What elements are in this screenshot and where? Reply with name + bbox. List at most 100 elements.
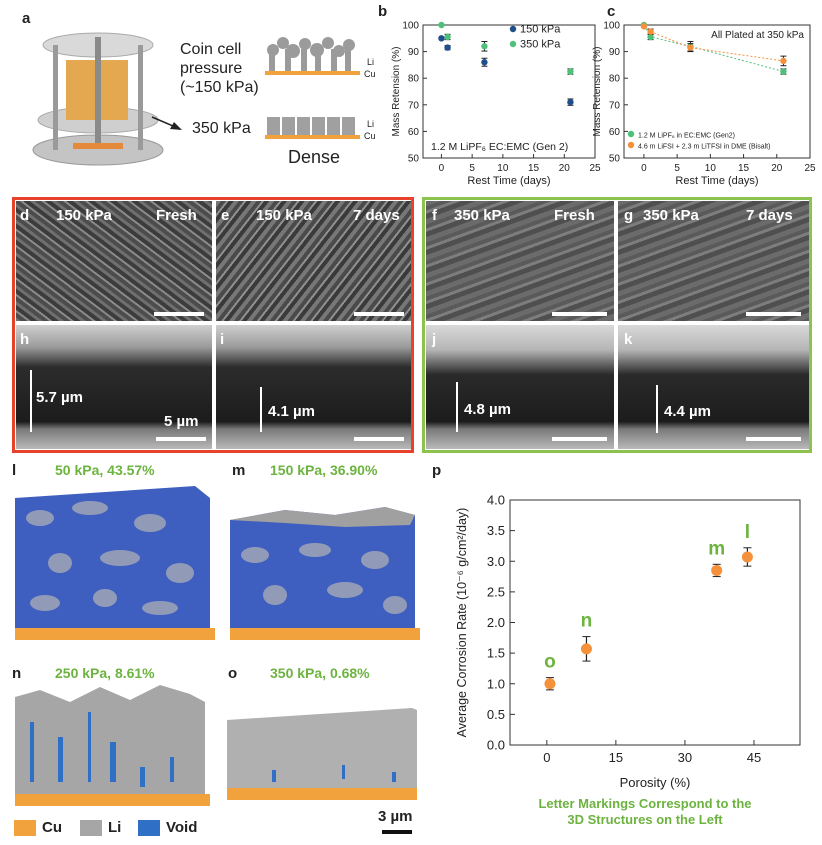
- scale-bar: [746, 312, 801, 316]
- caption-line-1: Letter Markings Correspond to the: [538, 796, 752, 811]
- panel-label-b: b: [378, 3, 388, 20]
- coin-cell-press-illustration: [32, 32, 164, 166]
- x-tick-label: 15: [528, 163, 540, 174]
- panel-label-m: m: [232, 462, 246, 479]
- y-tick-label: 4.0: [487, 493, 505, 508]
- panel-label-n: n: [12, 665, 22, 682]
- panel-label-c: c: [607, 3, 616, 20]
- legend-li-swatch: [80, 820, 102, 836]
- x-tick-label: 0: [439, 163, 445, 174]
- data-point: [580, 643, 592, 655]
- y-tick-label: 80: [609, 74, 621, 85]
- dense-li-illustration: [265, 117, 360, 139]
- panel-label-d: d: [20, 207, 30, 224]
- x-tick-label: 10: [497, 163, 509, 174]
- x-tick-label: 5: [469, 163, 475, 174]
- data-point: [687, 44, 694, 51]
- legend-void-swatch: [138, 820, 160, 836]
- y-axis-label: Mass Retension (%): [391, 46, 402, 136]
- y-tick-label: 2.0: [487, 615, 505, 630]
- point-letter-label: m: [708, 538, 725, 559]
- legend-marker: [509, 25, 517, 33]
- data-point: [481, 43, 488, 50]
- scale-bar: [154, 312, 204, 316]
- y-tick-label: 50: [609, 154, 621, 165]
- thickness-arrow: [456, 382, 458, 432]
- x-tick-label: 45: [747, 750, 761, 765]
- y-tick-label: 2.5: [487, 584, 505, 599]
- sem-f-time: Fresh: [554, 207, 595, 224]
- data-point: [544, 678, 556, 690]
- scale-bar: [552, 312, 607, 316]
- sem-h-scale-label: 5 µm: [164, 413, 199, 430]
- y-axis-label: Average Corrosion Rate (10⁻⁶ g/cm²/day): [455, 508, 469, 738]
- y-tick-label: 80: [408, 74, 420, 85]
- scale-bar: [354, 437, 404, 441]
- chart-title: All Plated at 350 kPa: [711, 30, 804, 41]
- data-point: [780, 57, 787, 65]
- sem-d: d 150 kPa Fresh: [16, 201, 212, 321]
- arrow-icon: [151, 116, 182, 130]
- data-point: [647, 33, 654, 41]
- point-letter-label: o: [544, 652, 556, 673]
- panel-label-j: j: [432, 331, 437, 348]
- sem-g-time: 7 days: [746, 207, 793, 224]
- pressure-350-label: 350 kPa: [192, 120, 251, 137]
- y-tick-label: 1.0: [487, 676, 505, 691]
- green-frame: [422, 197, 812, 453]
- data-point: [647, 28, 654, 35]
- x-axis-label: Porosity (%): [620, 775, 691, 790]
- li-label-top: Li: [367, 57, 375, 67]
- panel-label-p: p: [432, 462, 442, 479]
- cu-label-top: Cu: [364, 69, 376, 79]
- legend-label: 1.2 M LiPF₆ in EC:EMC (Gen2): [638, 133, 735, 140]
- sem-h-thickness: 5.7 µm: [36, 389, 83, 406]
- plot-frame: [509, 499, 801, 746]
- chart-p: 0 15 30 45 0.0 0.5 1.0 1.5 2.0 2.5 3.0 3.5 4.0 Porosi…: [455, 493, 801, 790]
- y-tick-label: 70: [609, 100, 621, 111]
- data-point: [444, 33, 451, 41]
- structure-m-caption: 150 kPa, 36.90%: [270, 462, 378, 478]
- sem-i: i 4.1 µm: [216, 325, 411, 449]
- y-tick-label: 60: [408, 127, 420, 138]
- sem-f-pressure: 350 kPa: [454, 207, 510, 224]
- chart-c: 0 5 10 15 20 25 50 60 70 80 90 100 Rest Time (days) M…: [592, 21, 816, 188]
- porous-li-illustration: [265, 37, 360, 75]
- y-tick-label: 100: [603, 21, 620, 32]
- sem-e-pressure: 150 kPa: [256, 207, 312, 224]
- structure-m-render: [230, 507, 420, 640]
- coin-cell-text-1: Coin cell: [180, 41, 242, 58]
- scale-bar: [156, 437, 206, 441]
- data-point: [780, 68, 787, 75]
- x-tick-label: 0: [641, 163, 647, 174]
- thickness-arrow: [260, 387, 262, 432]
- x-tick-label: 5: [674, 163, 680, 174]
- panel-label-a: a: [22, 10, 31, 27]
- x-tick-label: 25: [589, 163, 601, 174]
- data-point: [444, 44, 451, 51]
- y-tick-label: 60: [609, 127, 621, 138]
- panel-label-i: i: [220, 331, 225, 348]
- sem-h: h 5.7 µm 5 µm: [16, 325, 212, 449]
- structure-o-caption: 350 kPa, 0.68%: [270, 665, 370, 681]
- x-tick-label: 25: [804, 163, 816, 174]
- sem-k: k 4.4 µm: [618, 325, 809, 449]
- panel-label-f: f: [432, 207, 437, 224]
- structure-l-render: [15, 486, 215, 640]
- sem-g: g 350 kPa 7 days: [618, 201, 809, 321]
- x-tick-label: 15: [738, 163, 750, 174]
- legend-label: 4.6 m LiFSI + 2.3 m LiTFSI in DME (Bisal…: [638, 144, 770, 151]
- sem-g-pressure: 350 kPa: [643, 207, 699, 224]
- sem-k-thickness: 4.4 µm: [664, 403, 711, 420]
- x-tick-label: 10: [705, 163, 717, 174]
- red-frame: [12, 197, 414, 453]
- panel-label-e: e: [221, 207, 230, 224]
- y-tick-label: 50: [408, 154, 420, 165]
- thickness-arrow: [656, 385, 658, 433]
- sem-f: f 350 kPa Fresh: [426, 201, 614, 321]
- data-point: [640, 23, 648, 30]
- series-line: [643, 25, 784, 62]
- y-tick-label: 100: [402, 21, 419, 32]
- data-point: [711, 564, 723, 576]
- panel-label-l: l: [12, 462, 17, 479]
